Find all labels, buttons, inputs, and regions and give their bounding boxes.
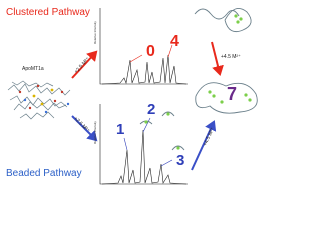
species-number: 4 <box>170 33 179 50</box>
species-number: 1 <box>116 121 124 138</box>
species-number: 7 <box>227 84 237 104</box>
figure: Clustered Pathway Beaded Pathway ApoMT1a… <box>6 7 258 185</box>
arrow <box>71 50 98 79</box>
protein-structure <box>7 80 71 120</box>
pathway-title: Clustered Pathway <box>6 7 90 18</box>
step-label: +4.5 M²⁺ <box>202 126 216 147</box>
axis-label: Relative Intensity <box>93 121 97 144</box>
step-label: +2.5 M²⁺ <box>73 56 91 75</box>
bottom-spectrum <box>99 104 188 185</box>
species-number: 0 <box>146 43 155 60</box>
loop-structures <box>139 7 258 151</box>
step-label: +4.5 M²⁺ <box>221 54 241 60</box>
protein-label: ApoMT1a <box>22 66 44 72</box>
top-spectrum <box>99 8 188 85</box>
species-number: 3 <box>176 152 184 169</box>
pathway-title: Beaded Pathway <box>6 168 82 179</box>
axis-label: Relative Intensity <box>93 21 97 44</box>
species-number: 2 <box>147 101 155 118</box>
arrow <box>71 115 98 142</box>
step-label: +2.5 M²⁺ <box>72 116 90 134</box>
arrow <box>211 41 224 76</box>
arrow <box>191 120 217 171</box>
